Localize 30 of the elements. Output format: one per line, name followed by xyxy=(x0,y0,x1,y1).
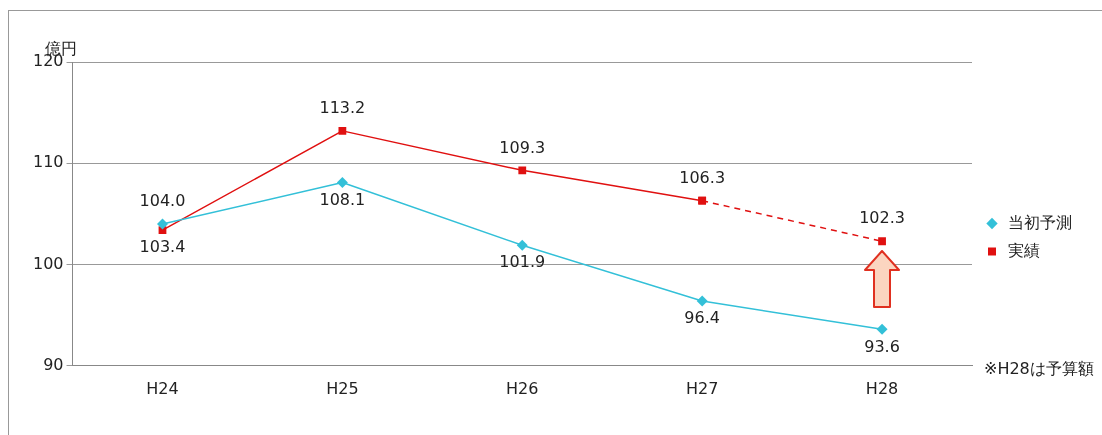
data-label: 96.4 xyxy=(684,308,720,328)
legend-label: 当初予測 xyxy=(1008,212,1072,232)
text: ※H28は予算額 xyxy=(984,358,1094,378)
y-tick-label: 100 xyxy=(32,253,64,273)
data-label: 104.0 xyxy=(139,191,186,211)
data-label: 108.1 xyxy=(319,189,366,209)
x-tick-label: H26 xyxy=(506,378,539,398)
data-label: 109.3 xyxy=(499,137,546,157)
x-tick-label: H24 xyxy=(146,378,179,398)
data-label: 113.2 xyxy=(319,98,366,118)
point xyxy=(156,218,168,230)
x-tick-label: H27 xyxy=(685,378,719,398)
data-label: 106.3 xyxy=(679,167,726,187)
data-label: 103.4 xyxy=(139,237,186,257)
point xyxy=(518,166,527,175)
y-tick-label: 90 xyxy=(43,354,64,374)
point xyxy=(336,177,348,189)
x-tick-label: H28 xyxy=(865,378,899,398)
point xyxy=(876,323,888,335)
legend-label: 実績 xyxy=(1008,240,1040,260)
point xyxy=(516,239,528,251)
point xyxy=(698,196,707,205)
point xyxy=(338,126,347,135)
data-label: 102.3 xyxy=(859,208,905,228)
data-label: 101.9 xyxy=(499,252,546,272)
x-tick-label: H25 xyxy=(326,378,359,398)
point xyxy=(696,295,708,307)
data-label: 93.6 xyxy=(864,336,900,356)
y-tick-label: 110 xyxy=(32,152,64,172)
point xyxy=(878,237,886,246)
